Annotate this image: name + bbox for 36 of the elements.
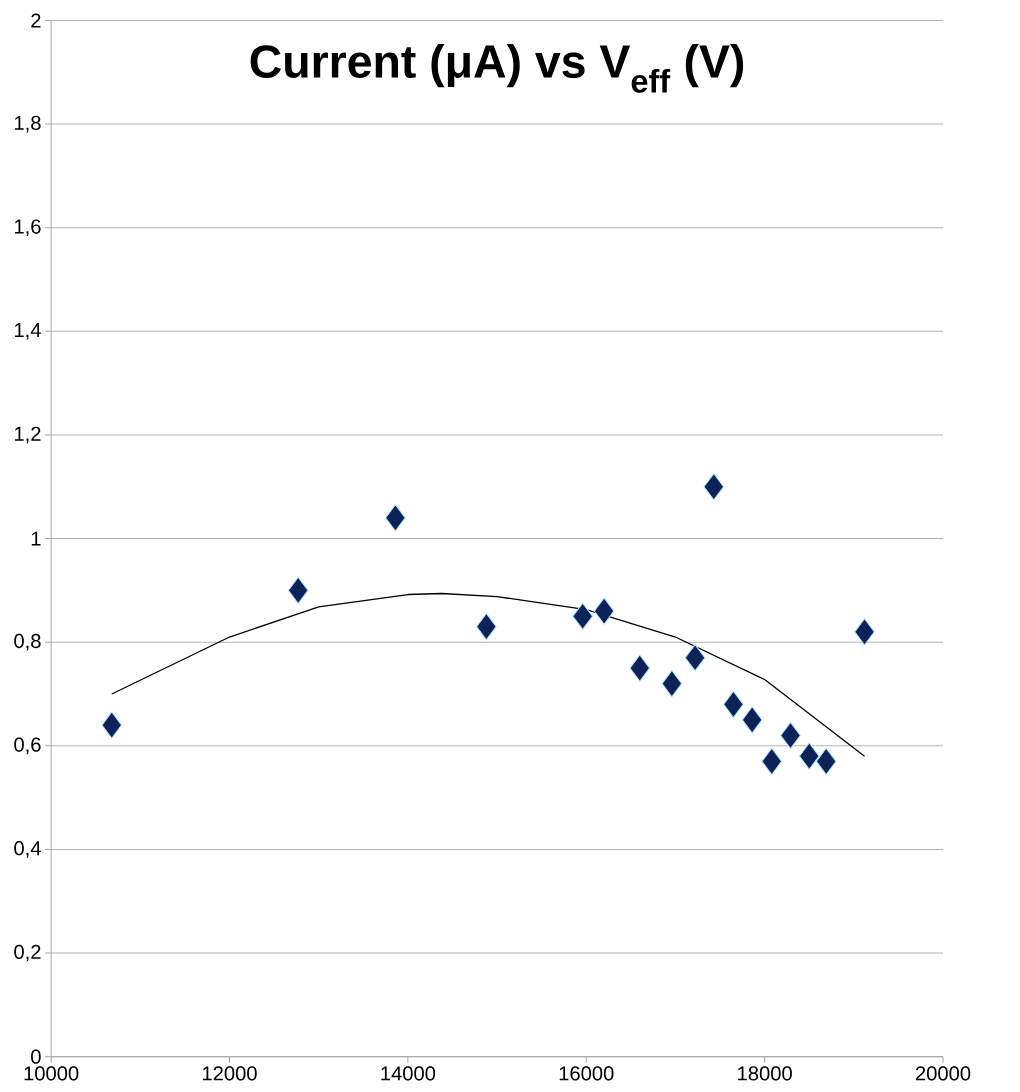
y-tick-label: 0,6 <box>14 737 41 755</box>
point <box>780 721 801 750</box>
point <box>572 602 594 630</box>
point <box>101 711 123 739</box>
y-tick-label: 0,8 <box>14 633 41 651</box>
point <box>798 742 820 770</box>
text: Current (μA) vs V$_{eff}$ (V) <box>250 43 744 93</box>
y-tick-label: 1 <box>31 531 41 546</box>
y-tick-label: 2 <box>31 13 41 28</box>
point <box>723 690 744 718</box>
y-tick-label: 0,4 <box>14 841 41 858</box>
point <box>385 504 406 532</box>
y-tick-label: 1,2 <box>15 426 41 444</box>
point <box>854 618 875 646</box>
point <box>703 473 725 501</box>
x-tick-label: 18000 <box>738 1066 792 1081</box>
y-tick-label: 0 <box>31 1049 41 1064</box>
point <box>741 706 763 734</box>
point <box>815 747 837 775</box>
x-tick-label: 20000 <box>916 1066 971 1081</box>
y-tick-label: 1,8 <box>15 115 41 133</box>
x-tick-label: 10000 <box>24 1066 79 1081</box>
point <box>287 576 309 605</box>
x-tick-label: 16000 <box>559 1066 614 1081</box>
point <box>593 597 615 625</box>
point <box>761 747 783 775</box>
y-tick-label: 0,2 <box>14 944 41 962</box>
point <box>684 644 706 672</box>
x-tick-label: 12000 <box>203 1066 257 1081</box>
point <box>476 613 497 641</box>
line-series <box>111 592 866 757</box>
point <box>661 670 683 698</box>
y-tick-label: 1,6 <box>15 219 41 237</box>
point <box>629 654 651 682</box>
x-tick-label: 14000 <box>381 1066 436 1081</box>
y-tick-label: 1,4 <box>15 323 41 340</box>
